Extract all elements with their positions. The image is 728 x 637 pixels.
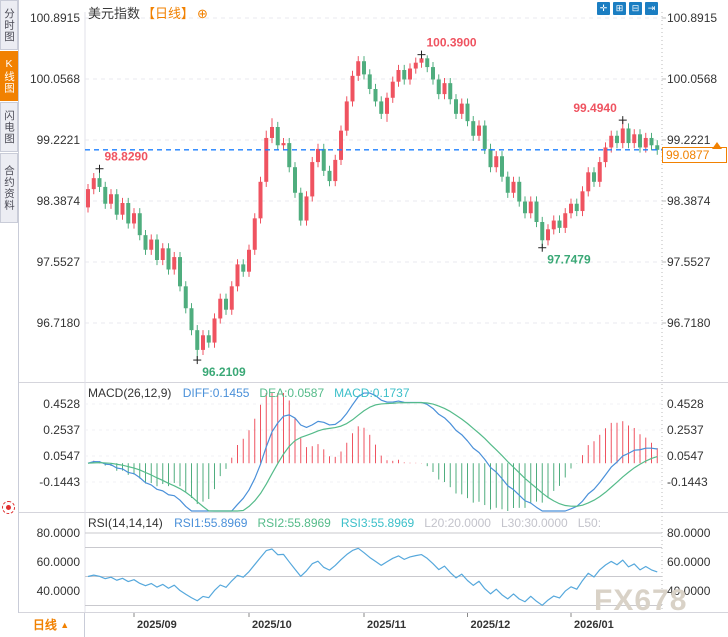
macd-value-label: MACD:0.1737 [334, 386, 410, 400]
price-axis-label: 100.8915 [667, 11, 718, 25]
current-price-box: 99.0877 [662, 147, 727, 163]
macd-axis-label: -0.1443 [667, 475, 708, 490]
macd-axis-label: 0.0547 [667, 449, 704, 464]
rsi-layer [87, 547, 658, 606]
candles-layer [86, 54, 660, 361]
rsi-axis-label: 60.0000 [667, 555, 711, 569]
gridlines-layer [18, 12, 728, 617]
date-axis-label: 2025/11 [367, 619, 407, 631]
price-axis-label: 97.5527 [667, 254, 711, 269]
rsi-axis-label: 60.0000 [36, 555, 80, 569]
symbol-name: 美元指数 [88, 6, 141, 21]
macd-axis-label: 0.0547 [43, 449, 80, 464]
period-selector[interactable]: 日线 ▲ [18, 613, 85, 637]
rsi-value-label: RSI1:55.8969 [174, 516, 248, 530]
rsi-level-label: L50: [577, 516, 602, 530]
macd-value-label: DEA:0.0587 [259, 386, 325, 400]
macd-title: MACD(26,12,9) [88, 386, 172, 400]
date-axis-label: 2025/09 [137, 619, 177, 631]
rsi-title: RSI(14,14,14) [88, 516, 163, 530]
rsi-value-label: RSI2:55.8969 [257, 516, 331, 530]
macd-axis-label: -0.1443 [39, 475, 80, 490]
macd-layer [87, 392, 658, 512]
macd-header: MACD(26,12,9) DIFF:0.1455 DEA:0.0587 MACD:… [88, 386, 660, 400]
price-axis-label: 98.3874 [667, 193, 711, 208]
date-axis-label: 2026/01 [574, 619, 614, 631]
price-axis-label: 100.0568 [29, 71, 80, 86]
date-axis-label: 2025/10 [252, 619, 292, 631]
overlay-layer: 98.8290 96.2109 100.3900 97.7479 99.4940 [85, 36, 662, 379]
macd-value-label: DIFF:0.1455 [182, 386, 250, 400]
rsi-level-label: L30:30.0000 [500, 516, 568, 530]
price-axis-label: 100.8915 [29, 11, 80, 25]
extreme-price-label: 97.7479 [547, 253, 591, 267]
add-indicator-icon[interactable]: ⊕ [197, 6, 208, 21]
price-axis-label: 99.2221 [36, 132, 80, 147]
price-axis-label: 97.5527 [36, 254, 80, 269]
extreme-price-label: 98.8290 [105, 150, 149, 164]
macd-axis-label: 0.4528 [43, 397, 80, 412]
date-axis-label: 2025/12 [470, 619, 511, 631]
exit-chart-button[interactable]: ⇥ [645, 2, 658, 15]
extreme-price-label: 96.2109 [202, 365, 246, 379]
price-axis-label: 96.7180 [36, 315, 80, 330]
price-axis-label: 96.7180 [667, 315, 711, 330]
rsi-axis-label: 80.0000 [667, 526, 711, 540]
price-axis-label: 100.0568 [667, 71, 718, 86]
chart-title: 美元指数 【日线】 ⊕ [88, 3, 208, 22]
rsi-axis-label: 40.0000 [667, 584, 711, 598]
sidebar-tab-4[interactable]: 合约资料 [0, 153, 18, 223]
rsi-axis-label: 40.0000 [36, 584, 80, 598]
rsi-axis-label: 80.0000 [36, 526, 80, 540]
sidebar-tab-2[interactable]: K线图 [0, 51, 18, 101]
price-axis-label: 98.3874 [36, 193, 80, 208]
sidebar-tab-3[interactable]: 闪电图 [0, 102, 18, 152]
chart-toolbar: ✛ ⊞ ⊟ ⇥ [597, 2, 658, 15]
rsi-value-label: RSI3:55.8969 [340, 516, 415, 530]
period-label: 日线 [32, 618, 57, 632]
macd-axis-label: 0.2537 [43, 423, 80, 438]
sidebar-tab-strip: 分时图 K线图 闪电图 合约资料 [0, 0, 19, 615]
price-up-arrow-icon [712, 142, 722, 149]
macd-axis-label: 0.4528 [667, 397, 704, 412]
live-indicator-icon[interactable] [2, 501, 15, 514]
macd-axis-label: 0.2537 [667, 423, 704, 438]
crosshair-tool-button[interactable]: ✛ [597, 2, 610, 15]
indicator-pane-button[interactable]: ⊞ [613, 2, 626, 15]
period-dropdown-arrow-icon: ▲ [60, 620, 70, 630]
rsi-header: RSI(14,14,14) RSI1:55.8969 RSI2:55.8969 RS… [88, 516, 660, 530]
sidebar-tab-1[interactable]: 分时图 [0, 0, 18, 50]
chart-pane-button[interactable]: ⊟ [629, 2, 642, 15]
period-tag: 【日线】 [142, 6, 195, 21]
extreme-price-label: 100.3900 [427, 36, 477, 50]
extreme-price-label: 99.4940 [573, 101, 617, 115]
price-axis-label: 99.2221 [667, 132, 711, 147]
rsi-level-label: L20:20.0000 [424, 516, 491, 530]
